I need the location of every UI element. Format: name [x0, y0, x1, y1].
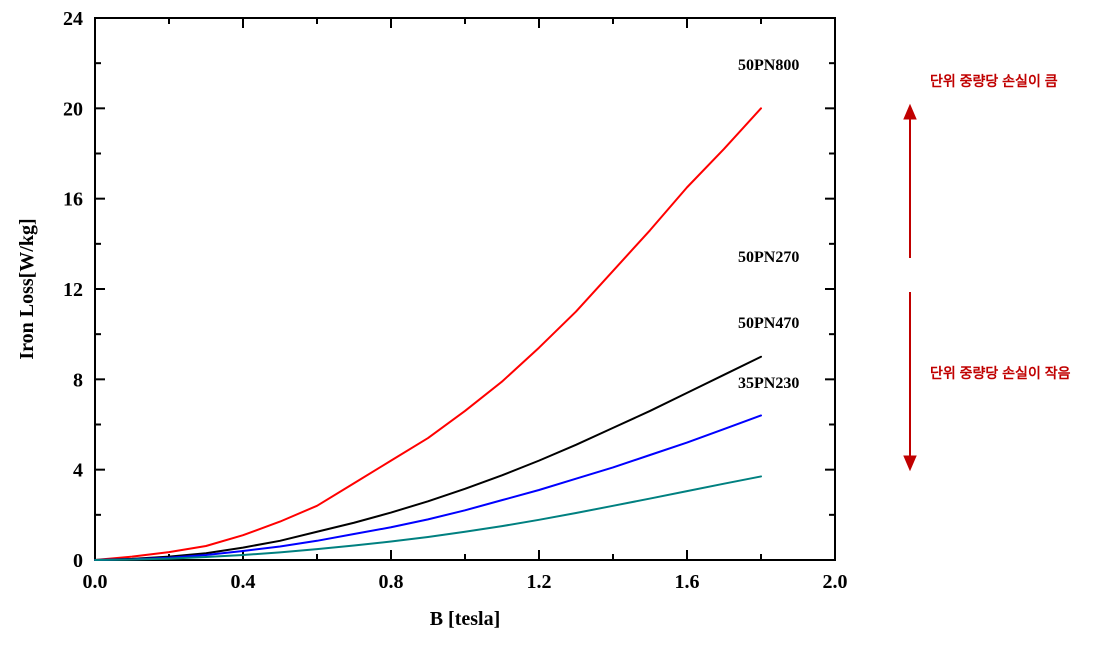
y-tick-label: 4 [73, 460, 83, 482]
plot-frame [95, 18, 835, 560]
arrowhead-icon [904, 105, 916, 119]
x-axis-label: B [tesla] [430, 608, 501, 630]
series-label-50PN470: 50PN470 [738, 315, 799, 332]
x-tick-label: 0.8 [379, 571, 404, 593]
y-tick-label: 24 [63, 8, 83, 30]
chart-container: 0.0 0.4 0.8 1.2 1.6 2.0 0 4 8 12 16 20 24 50PN800 50PN… [0, 0, 1113, 645]
x-tick-label: 1.2 [527, 571, 552, 593]
x-tick-label: 2.0 [823, 571, 848, 593]
x-tick-label: 0.0 [83, 571, 108, 593]
bottom-annotation-text: 단위 중량당 손실이 작음 [930, 365, 1071, 381]
y-tick-label: 0 [73, 550, 83, 572]
series-label-35PN230: 35PN230 [738, 375, 799, 392]
y-tick-label: 20 [63, 98, 83, 120]
y-axis-label: Iron Loss[W/kg] [16, 218, 38, 359]
arrowhead-icon [904, 456, 916, 470]
x-tick-label: 1.6 [675, 571, 700, 593]
y-tick-label: 12 [63, 279, 83, 301]
series-label-50PN800: 50PN800 [738, 57, 799, 74]
y-tick-label: 16 [63, 189, 83, 211]
series-50PN270 [95, 357, 761, 560]
y-tick-label: 8 [73, 369, 83, 391]
top-annotation-text: 단위 중량당 손실이 큼 [930, 73, 1058, 89]
x-tick-label: 0.4 [231, 571, 256, 593]
series-label-50PN270: 50PN270 [738, 249, 799, 266]
iron-loss-chart: 0.0 0.4 0.8 1.2 1.6 2.0 0 4 8 12 16 20 24 50PN800 50PN… [0, 0, 1113, 645]
series-50PN800 [95, 108, 761, 560]
